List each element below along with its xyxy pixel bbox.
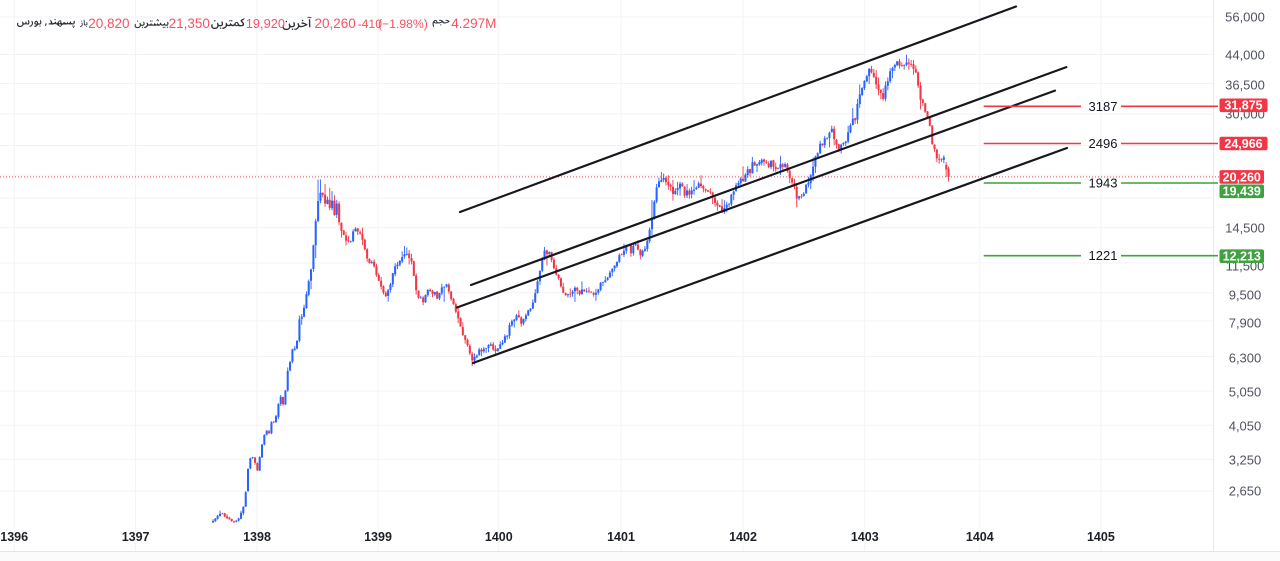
- svg-text:20,820: 20,820: [88, 16, 129, 31]
- svg-text:1404: 1404: [966, 530, 994, 544]
- svg-text:2496: 2496: [1089, 136, 1118, 151]
- svg-text:4,050: 4,050: [1229, 419, 1262, 434]
- svg-text:6,300: 6,300: [1229, 351, 1262, 366]
- svg-text:9,500: 9,500: [1229, 288, 1262, 303]
- svg-text:20,260: 20,260: [315, 16, 356, 31]
- svg-text:1405: 1405: [1087, 530, 1115, 544]
- svg-text:1400: 1400: [485, 530, 513, 544]
- svg-text:3187: 3187: [1089, 99, 1118, 114]
- svg-text:14,500: 14,500: [1225, 221, 1265, 236]
- svg-text:36,500: 36,500: [1225, 78, 1265, 93]
- svg-text:19,920: 19,920: [246, 16, 285, 31]
- svg-text:20,260: 20,260: [1223, 170, 1261, 184]
- svg-text:(−1.98%): (−1.98%): [378, 17, 428, 31]
- svg-text:19,439: 19,439: [1223, 185, 1261, 199]
- svg-text:1403: 1403: [851, 530, 879, 544]
- svg-text:1401: 1401: [607, 530, 635, 544]
- svg-text:21,350: 21,350: [169, 16, 210, 31]
- svg-text:1398: 1398: [243, 530, 271, 544]
- svg-text:1396: 1396: [0, 530, 28, 544]
- svg-text:31,875: 31,875: [1224, 99, 1262, 113]
- svg-text:2,650: 2,650: [1229, 484, 1262, 499]
- svg-text:12,213: 12,213: [1223, 250, 1261, 264]
- svg-text:5,050: 5,050: [1229, 385, 1262, 400]
- svg-text:24,966: 24,966: [1224, 137, 1262, 151]
- svg-text:44,000: 44,000: [1225, 48, 1265, 63]
- svg-text:1399: 1399: [364, 530, 392, 544]
- svg-text:-410: -410: [358, 17, 383, 31]
- svg-text:4.297M: 4.297M: [451, 16, 496, 31]
- svg-text:1221: 1221: [1089, 248, 1118, 263]
- svg-text:3,250: 3,250: [1229, 453, 1262, 468]
- svg-text:1943: 1943: [1089, 176, 1118, 191]
- svg-text:7,900: 7,900: [1229, 316, 1262, 331]
- svg-text:56,000: 56,000: [1225, 10, 1265, 25]
- svg-text:1397: 1397: [122, 530, 150, 544]
- svg-text:1402: 1402: [729, 530, 757, 544]
